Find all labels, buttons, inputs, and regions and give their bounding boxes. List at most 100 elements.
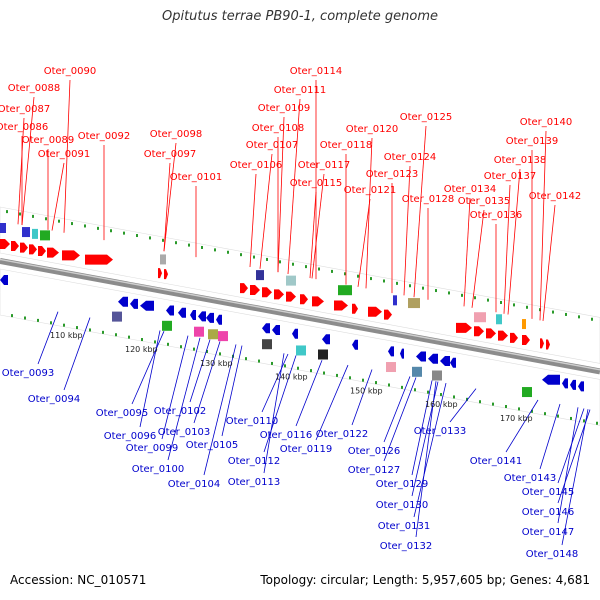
forward-callout-line <box>51 162 65 231</box>
forward-gene-arrow <box>47 247 59 258</box>
forward-gene-label: Oter_0091 <box>38 149 91 160</box>
reverse-gene-box <box>522 387 532 398</box>
reverse-gene-label: Oter_0131 <box>378 521 431 532</box>
reverse-gene-box <box>318 349 328 360</box>
forward-gene-label: Oter_0106 <box>230 160 283 171</box>
tick-top <box>97 226 99 230</box>
tick-bottom <box>180 345 182 349</box>
reverse-gene-arrow <box>190 309 196 320</box>
forward-gene-box <box>522 319 526 330</box>
scale-label: 130 kbp <box>200 359 233 368</box>
tick-bottom <box>115 333 117 337</box>
tick-top <box>19 212 21 216</box>
reverse-gene-box <box>386 362 396 373</box>
forward-gene-arrow <box>11 241 19 252</box>
forward-gene-label: Oter_0115 <box>290 178 343 189</box>
forward-gene-label: Oter_0136 <box>470 210 523 221</box>
tick-top <box>526 305 528 309</box>
tick-top <box>552 310 554 314</box>
reverse-gene-box <box>296 345 306 356</box>
reverse-callout-line <box>161 335 189 440</box>
forward-gene-arrow <box>0 239 10 249</box>
forward-callout-line <box>163 142 177 252</box>
reverse-gene-label: Oter_0146 <box>522 507 575 518</box>
forward-gene-box <box>32 228 38 239</box>
genome-summary: Topology: circular; Length: 5,957,605 bp… <box>260 573 590 587</box>
tick-bottom <box>401 385 403 389</box>
forward-callout-line <box>471 209 485 308</box>
forward-callout-line <box>542 204 556 321</box>
reverse-callout-line <box>37 311 59 365</box>
tick-top <box>318 267 320 271</box>
reverse-gene-arrow <box>216 314 222 325</box>
forward-callout-line <box>17 117 25 225</box>
tick-top <box>396 281 398 285</box>
reverse-gene-arrow <box>0 275 8 285</box>
reverse-callout-line <box>539 403 561 470</box>
forward-gene-box <box>408 298 420 309</box>
forward-callout-line <box>357 198 371 287</box>
reverse-gene-label: Oter_0133 <box>414 426 467 437</box>
reverse-gene-label: Oter_0100 <box>132 464 185 475</box>
forward-gene-arrow <box>384 309 392 320</box>
tick-bottom <box>310 369 312 373</box>
reverse-gene-label: Oter_0122 <box>316 429 369 440</box>
forward-gene-label: Oter_0101 <box>170 172 223 183</box>
tick-top <box>149 236 151 240</box>
forward-gene-arrow <box>250 285 260 295</box>
forward-gene-label: Oter_0092 <box>78 131 131 142</box>
reverse-callout-line <box>557 407 579 524</box>
tick-bottom <box>583 419 585 423</box>
reverse-gene-arrow <box>440 355 450 366</box>
reverse-gene-arrow <box>388 346 394 357</box>
accession-label: Accession: NC_010571 <box>10 573 147 587</box>
tick-bottom <box>89 328 91 332</box>
tick-top <box>253 255 255 259</box>
backbone-line <box>0 258 600 375</box>
reverse-gene-label: Oter_0104 <box>168 479 221 490</box>
forward-callout-line <box>365 137 373 289</box>
forward-gene-arrow <box>20 242 28 253</box>
reverse-gene-label: Oter_0127 <box>348 465 401 476</box>
scale-label: 110 kbp <box>50 331 83 340</box>
forward-gene-arrow <box>158 268 162 279</box>
forward-callout-line <box>21 96 35 226</box>
tick-top <box>123 231 125 235</box>
tick-bottom <box>388 383 390 387</box>
forward-gene-label: Oter_0121 <box>344 185 397 196</box>
gene-callouts: Oter_0086Oter_0087Oter_0088Oter_0089Oter… <box>0 66 591 560</box>
page-title: Opitutus terrae PB90-1, complete genome <box>161 9 439 24</box>
forward-gene-arrow <box>300 294 308 305</box>
tick-bottom <box>336 373 338 377</box>
tick-top <box>578 315 580 319</box>
reverse-gene-box <box>262 339 272 350</box>
reverse-gene-arrow <box>130 298 138 309</box>
tick-bottom <box>375 381 377 385</box>
reverse-callout-line <box>63 317 91 391</box>
tick-top <box>344 272 346 276</box>
forward-gene-arrow <box>334 300 348 311</box>
tick-top <box>279 260 281 264</box>
reverse-callout-line <box>263 353 285 474</box>
tick-top <box>487 298 489 302</box>
reverse-callout-line <box>505 399 539 453</box>
tick-bottom <box>427 390 429 394</box>
forward-gene-box <box>474 312 486 323</box>
tick-marks <box>6 210 598 425</box>
tick-bottom <box>271 361 273 365</box>
tick-top <box>591 317 593 321</box>
forward-gene-box <box>393 295 397 306</box>
reverse-callout-line <box>167 337 201 461</box>
tick-bottom <box>63 323 65 327</box>
reverse-gene-label: Oter_0145 <box>522 487 575 498</box>
reverse-callout-line <box>261 353 289 413</box>
forward-gene-label: Oter_0139 <box>506 136 559 147</box>
forward-gene-arrow <box>38 245 46 256</box>
forward-gene-label: Oter_0111 <box>274 85 327 96</box>
forward-gene-arrow <box>540 338 544 349</box>
forward-gene-arrow <box>522 335 530 346</box>
forward-gene-arrow <box>498 330 508 341</box>
forward-gene-label: Oter_0140 <box>520 117 573 128</box>
scale-label: 150 kbp <box>350 386 383 395</box>
